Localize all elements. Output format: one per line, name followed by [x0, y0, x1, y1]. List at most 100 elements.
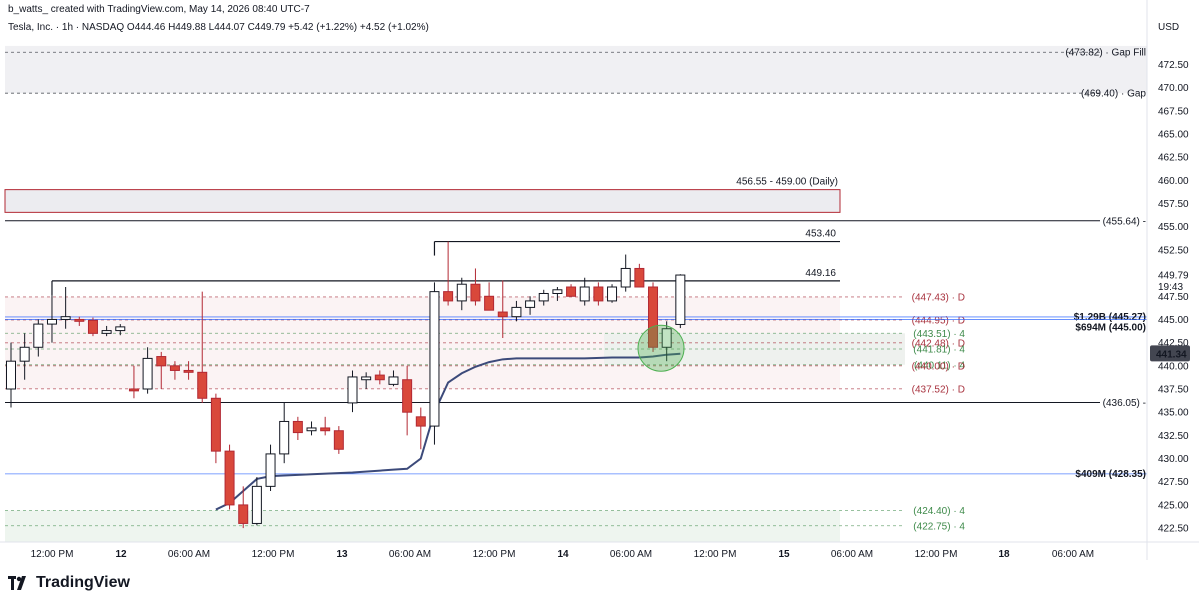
- candle: [169, 361, 180, 380]
- candle: [238, 486, 249, 529]
- y-tick-label: 437.50: [1158, 385, 1189, 396]
- y-tick-label: 457.50: [1158, 199, 1189, 210]
- candle: [306, 421, 317, 436]
- level-label: (455.64) -: [1103, 216, 1146, 227]
- x-tick-label: 15: [778, 549, 790, 560]
- candle: [388, 370, 399, 387]
- y-tick-label: 427.50: [1158, 477, 1189, 488]
- y-tick-label: 430.00: [1158, 454, 1189, 465]
- level-label: (443.51) · 4: [913, 329, 965, 340]
- candle: [142, 347, 153, 394]
- level-label: (473.82) · Gap Fill: [1065, 48, 1146, 59]
- candle-body: [402, 379, 413, 413]
- candle-body: [224, 450, 235, 506]
- y-tick-label: 460.00: [1158, 176, 1189, 187]
- candle: [415, 407, 426, 450]
- candle-body: [470, 283, 481, 302]
- candle: [497, 280, 508, 338]
- level-label: (442.48) · D: [912, 338, 965, 349]
- bottom-green-zone: [5, 510, 840, 542]
- candle: [87, 317, 98, 337]
- candle-body: [415, 416, 426, 427]
- candle-body: [333, 430, 344, 450]
- daily-zone-label: 456.55 - 459.00 (Daily): [736, 177, 838, 188]
- candle-body: [388, 376, 399, 385]
- candle: [333, 426, 344, 454]
- candle: [33, 319, 44, 357]
- candle: [525, 296, 536, 315]
- candle-body: [6, 360, 16, 390]
- resistance-label: 449.16: [805, 268, 836, 279]
- candle-body: [115, 326, 126, 332]
- candle: [279, 402, 290, 464]
- candle: [265, 444, 276, 491]
- volume-level-label: $1.29B (445.27): [1074, 312, 1146, 323]
- candle: [210, 393, 221, 464]
- candle: [60, 287, 71, 329]
- candle-body: [456, 283, 467, 302]
- y-tick-label: 467.50: [1158, 106, 1189, 117]
- level-label: (444.95) · D: [912, 315, 965, 326]
- candle-body: [183, 369, 194, 373]
- level-label: (441.81) · 4: [913, 345, 965, 356]
- tradingview-logo-icon: [8, 576, 26, 590]
- candle-body: [142, 357, 153, 390]
- candle-body: [19, 346, 30, 362]
- volume-level-label: $409M (428.35): [1075, 469, 1146, 480]
- candle: [374, 370, 385, 385]
- y-tick-label: 445.00: [1158, 315, 1189, 326]
- x-tick-label: 06:00 AM: [1052, 549, 1094, 560]
- gap-zone: [5, 45, 1147, 94]
- level-label: (422.75) · 4: [913, 521, 965, 532]
- highlight-circle: [637, 324, 685, 372]
- y-tick-label: 472.50: [1158, 60, 1189, 71]
- volume-level-label: $694M (445.00): [1075, 322, 1146, 333]
- x-tick-label: 12:00 PM: [694, 549, 737, 560]
- level-label: (469.40) · Gap: [1081, 89, 1146, 100]
- candle: [661, 321, 672, 362]
- candle: [593, 282, 604, 306]
- candle-body: [128, 388, 139, 392]
- x-tick-label: 06:00 AM: [168, 549, 210, 560]
- y-tick-label: 442.50: [1158, 338, 1189, 349]
- level-label: (436.05) -: [1103, 398, 1146, 409]
- candle-body: [238, 504, 249, 524]
- candle-body: [251, 485, 262, 524]
- candle: [579, 277, 590, 306]
- candle: [620, 254, 631, 292]
- x-tick-label: 06:00 AM: [831, 549, 873, 560]
- daily-zone: [4, 189, 841, 213]
- x-tick-label: 12:00 PM: [915, 549, 958, 560]
- candle: [320, 416, 331, 436]
- candle-body: [306, 427, 317, 432]
- candle-body: [566, 286, 577, 297]
- candle: [197, 291, 208, 403]
- tradingview-logo[interactable]: TradingView: [8, 574, 130, 592]
- y-tick-label: 452.50: [1158, 245, 1189, 256]
- current-price-label: 449.79: [1158, 271, 1189, 282]
- candle: [6, 342, 16, 408]
- candle: [347, 370, 358, 413]
- candle-body: [33, 323, 44, 348]
- candle-body: [593, 286, 604, 302]
- y-tick-label: 447.50: [1158, 292, 1189, 303]
- resistance-label: 453.40: [805, 229, 836, 240]
- candle: [607, 284, 618, 303]
- y-tick-label: 470.00: [1158, 83, 1189, 94]
- candle-body: [484, 295, 495, 311]
- candle: [251, 477, 262, 526]
- last-price-badge: [1150, 345, 1190, 362]
- level-label: (440.11) · 4: [914, 360, 965, 371]
- x-tick-label: 12:00 PM: [473, 549, 516, 560]
- y-tick-label: 432.50: [1158, 431, 1189, 442]
- candle-body: [511, 306, 522, 318]
- candle: [484, 282, 495, 311]
- candle: [19, 333, 30, 380]
- candle: [224, 444, 235, 510]
- last-price-label: 441.34: [1156, 349, 1187, 360]
- x-tick-label: 12:00 PM: [252, 549, 295, 560]
- candle-body: [347, 376, 358, 404]
- candle-body: [361, 376, 372, 381]
- currency-label: USD: [1158, 22, 1179, 33]
